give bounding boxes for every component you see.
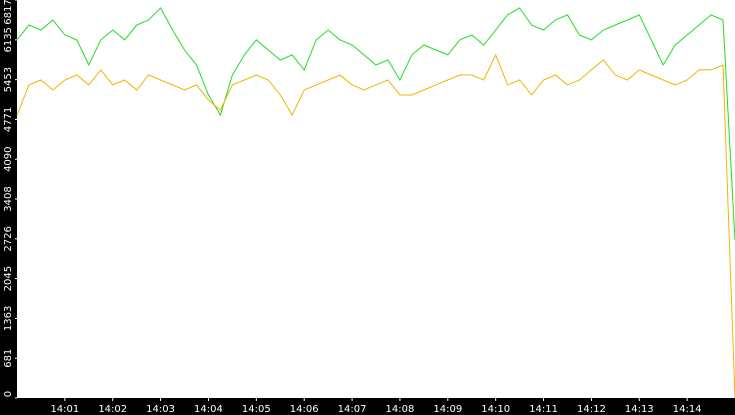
x-tick-label: 14:13 (625, 404, 654, 415)
y-tick-label: 4771 (3, 107, 14, 132)
y-tick-label: 6135 (3, 27, 14, 52)
x-tick-label: 14:12 (577, 404, 606, 415)
y-tick-label: 5453 (3, 67, 14, 92)
x-tick-label: 14:11 (529, 404, 558, 415)
series-line (16, 53, 735, 399)
x-tick-label: 14:06 (290, 404, 319, 415)
x-tick-label: 14:04 (194, 404, 223, 415)
y-tick-label: 1363 (3, 306, 14, 331)
x-tick-label: 14:10 (481, 404, 510, 415)
y-tick-label: 2045 (3, 266, 14, 291)
y-tick-label: 2726 (3, 226, 14, 251)
y-tick-label: 0 (3, 391, 14, 397)
y-tick-label: 681 (3, 349, 14, 368)
x-tick-label: 14:14 (673, 404, 702, 415)
y-tick-label: 3408 (3, 186, 14, 211)
y-tick-label: 4090 (3, 146, 14, 171)
x-tick-label: 14:07 (338, 404, 367, 415)
x-tick-label: 14:01 (50, 404, 79, 415)
x-tick-label: 14:02 (98, 404, 127, 415)
y-tick-label: 6817 (3, 0, 14, 25)
series-line (16, 7, 735, 241)
x-tick-label: 14:09 (433, 404, 462, 415)
x-tick-label: 14:08 (386, 404, 415, 415)
x-tick-label: 14:05 (242, 404, 271, 415)
x-tick-label: 14:03 (146, 404, 175, 415)
plot-area (17, 0, 735, 398)
